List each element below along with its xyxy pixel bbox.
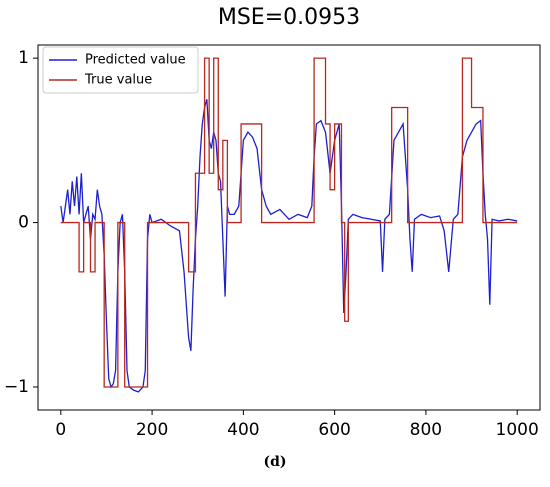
- legend-box: [42, 46, 199, 94]
- y-tick-label: −1: [4, 377, 29, 397]
- legend-label: True value: [84, 73, 152, 88]
- y-tick-label: 0: [18, 213, 29, 233]
- x-tick-label: 400: [227, 420, 259, 440]
- legend-label: Predicted value: [85, 53, 186, 68]
- caption: (d): [263, 454, 286, 470]
- data-line: [60, 99, 518, 393]
- x-tick-label: 1000: [496, 420, 539, 440]
- y-tick-label: 1: [18, 48, 29, 68]
- chart-title: MSE=0.0953: [218, 5, 360, 30]
- x-tick-label: 0: [55, 420, 66, 440]
- plot-frame: [37, 44, 541, 411]
- data-line: [60, 57, 518, 388]
- x-tick-label: 800: [410, 420, 442, 440]
- x-tick-label: 200: [136, 420, 168, 440]
- x-tick-label: 600: [318, 420, 350, 440]
